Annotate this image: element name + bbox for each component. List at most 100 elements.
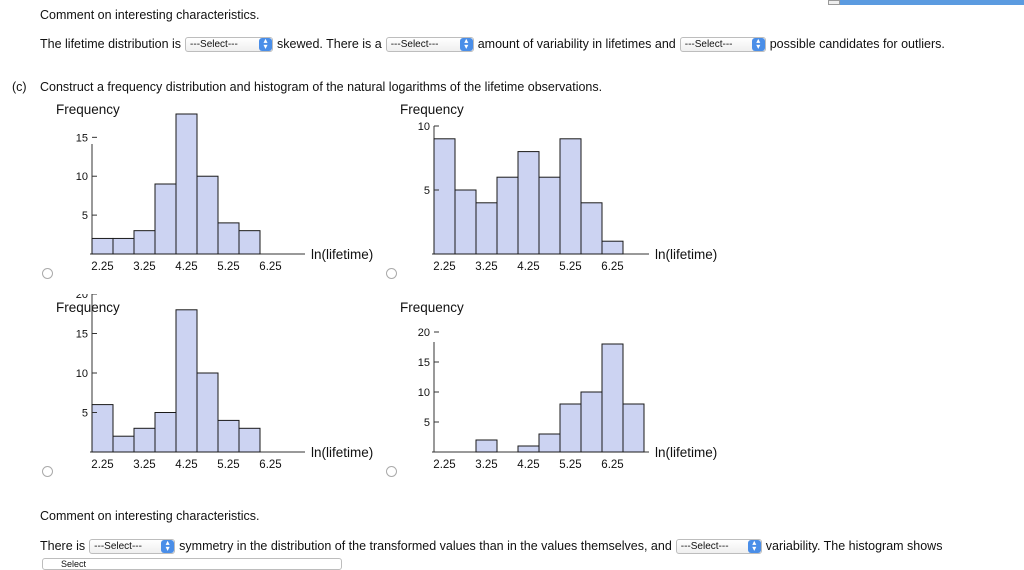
radio-option-b[interactable] xyxy=(386,268,397,279)
radio-option-c[interactable] xyxy=(42,466,53,477)
part-b-text-1: The lifetime distribution is xyxy=(40,37,182,51)
y-tick-label: 5 xyxy=(424,185,430,197)
x-tick-label: 2.25 xyxy=(433,261,455,273)
part-c-instruction: Construct a frequency distribution and h… xyxy=(40,80,603,94)
part-b-sentence: The lifetime distribution is ---Select--… xyxy=(40,36,945,52)
histogram-bar xyxy=(175,309,198,453)
scroll-up-button[interactable] xyxy=(828,0,840,5)
x-tick-label: 2.25 xyxy=(433,459,455,471)
symmetry-select[interactable]: ---Select--- ▴ ▾ xyxy=(89,538,176,554)
part-c-label: (c) xyxy=(12,80,27,94)
x-tick-label: 6.25 xyxy=(259,261,281,273)
histogram-bar xyxy=(580,391,603,453)
histogram-bar xyxy=(112,237,135,255)
radio-option-d[interactable] xyxy=(386,466,397,477)
histogram-bar xyxy=(475,202,498,255)
y-tick-label: 10 xyxy=(418,121,430,133)
histogram-bar xyxy=(217,419,240,453)
histogram-bar xyxy=(112,435,135,453)
x-tick-label: 3.25 xyxy=(475,459,497,471)
histogram-bar xyxy=(538,433,561,453)
y-tick-label: 10 xyxy=(418,387,430,399)
x-tick-label: 4.25 xyxy=(175,261,197,273)
symmetry-select-value: ---Select--- xyxy=(94,540,142,552)
y-tick-label: 20 xyxy=(76,294,88,301)
part-d-text-2: symmetry in the distribution of the tran… xyxy=(179,539,672,553)
x-tick-label: 3.25 xyxy=(133,261,155,273)
histogram-bar xyxy=(517,445,540,453)
chevron-updown-icon: ▴ ▾ xyxy=(459,37,473,51)
histogram-bar xyxy=(196,175,219,255)
y-axis-title: Frequency xyxy=(56,102,120,117)
histogram-bar xyxy=(517,151,540,255)
histogram-bar xyxy=(196,372,219,453)
x-tick-label: 5.25 xyxy=(559,261,581,273)
histogram-bar xyxy=(154,183,177,255)
part-b-text-4: possible candidates for outliers. xyxy=(769,37,945,51)
histogram-option-b: Frequency 5 10 2.25 3.25 4.25 5.25 6.25 ln(lifet… xyxy=(400,102,717,273)
histogram-bar xyxy=(601,343,624,453)
y-axis-title: Frequency xyxy=(400,300,464,315)
y-tick-label: 15 xyxy=(76,132,88,144)
variability-select[interactable]: ---Select--- ▴ ▾ xyxy=(675,538,762,554)
x-tick-label: 4.25 xyxy=(517,261,539,273)
histogram-option-d: Frequency 5 10 15 20 2.25 3.25 4.25 5.25 6.25 ln(l… xyxy=(400,300,717,471)
outlier-select-value: ---Select--- xyxy=(684,38,733,50)
histogram-bar xyxy=(601,240,624,255)
histogram-shows-select[interactable]: Select xyxy=(42,558,342,570)
histogram-bar xyxy=(238,230,261,255)
y-tick-label: 5 xyxy=(82,210,88,222)
x-axis-label: ln(lifetime) xyxy=(655,247,717,262)
y-tick-label: 15 xyxy=(76,329,88,341)
x-axis-label: ln(lifetime) xyxy=(655,445,717,460)
outlier-select[interactable]: ---Select--- ▴ ▾ xyxy=(679,36,766,52)
histogram-bar xyxy=(580,202,603,255)
histogram-bar xyxy=(91,404,114,453)
x-tick-label: 6.25 xyxy=(259,459,281,471)
y-tick-label: 20 xyxy=(418,327,430,339)
x-tick-label: 3.25 xyxy=(133,459,155,471)
y-tick-label: 10 xyxy=(76,368,88,380)
part-d-sentence: There is ---Select--- ▴ ▾ symmetry in the … xyxy=(40,538,942,554)
y-tick-label: 5 xyxy=(424,417,430,429)
variability-amount-select-value: ---Select--- xyxy=(390,38,439,50)
part-d-text-1: There is xyxy=(40,539,86,553)
skew-select[interactable]: ---Select--- ▴ ▾ xyxy=(185,36,274,52)
variability-select-value: ---Select--- xyxy=(680,540,729,552)
histogram-bar xyxy=(475,439,498,453)
part-d-text-3: variability. The histogram shows xyxy=(765,539,943,553)
histogram-bar xyxy=(133,230,156,255)
x-tick-label: 5.25 xyxy=(217,261,239,273)
x-tick-label: 2.25 xyxy=(91,261,113,273)
x-tick-label: 4.25 xyxy=(175,459,197,471)
part-b-heading: Comment on interesting characteristics. xyxy=(40,8,260,22)
chevron-updown-icon: ▴ ▾ xyxy=(161,539,175,553)
histogram-option-a: Frequency 5 10 15 2.25 3.25 4.25 5.25 6.25 ln(lif… xyxy=(56,102,373,273)
chevron-updown-icon: ▴ ▾ xyxy=(751,37,765,51)
x-tick-label: 5.25 xyxy=(559,459,581,471)
part-d-heading: Comment on interesting characteristics. xyxy=(40,509,260,523)
histogram-option-c: Frequency 5 10 15 20 2.25 3.25 4.25 5.25 6.25 ln(l… xyxy=(56,294,373,471)
histogram-bar xyxy=(238,427,261,453)
y-tick-label: 5 xyxy=(82,408,88,420)
histogram-bar xyxy=(622,403,645,453)
y-tick-label: 15 xyxy=(418,357,430,369)
variability-amount-select[interactable]: ---Select--- ▴ ▾ xyxy=(385,36,474,52)
y-axis-title: Frequency xyxy=(56,300,120,315)
part-b-text-2: skewed. There is a xyxy=(277,37,382,51)
histogram-shows-select-value: Select xyxy=(61,559,87,569)
x-tick-label: 2.25 xyxy=(91,459,113,471)
x-tick-label: 3.25 xyxy=(475,261,497,273)
chevron-updown-icon: ▴ ▾ xyxy=(259,37,273,51)
histogram-bar xyxy=(91,237,114,255)
histogram-bar xyxy=(496,176,519,255)
x-tick-label: 5.25 xyxy=(217,459,239,471)
x-axis-label: ln(lifetime) xyxy=(311,247,373,262)
x-tick-label: 6.25 xyxy=(601,261,623,273)
x-axis-label: ln(lifetime) xyxy=(311,445,373,460)
x-tick-label: 6.25 xyxy=(601,459,623,471)
top-scroll-bar[interactable] xyxy=(828,0,1024,5)
x-tick-label: 4.25 xyxy=(517,459,539,471)
radio-option-a[interactable] xyxy=(42,268,53,279)
histogram-bar xyxy=(559,138,582,255)
